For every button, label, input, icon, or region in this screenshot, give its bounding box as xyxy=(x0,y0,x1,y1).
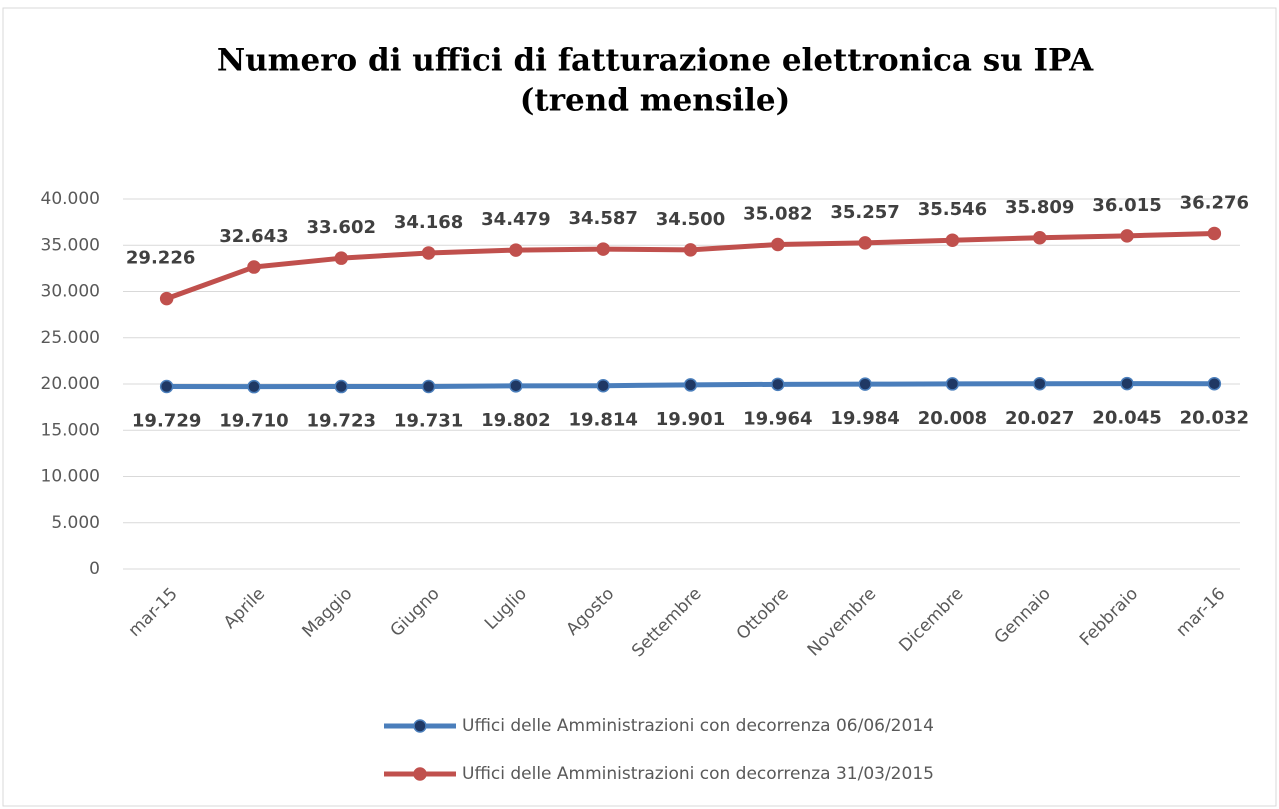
chart-title: Numero di uffici di fatturazione elettro… xyxy=(217,43,1094,79)
data-label: 34.168 xyxy=(394,212,463,233)
data-label: 20.045 xyxy=(1092,408,1161,429)
data-label: 19.729 xyxy=(132,411,201,432)
y-tick-label: 35.000 xyxy=(41,235,100,255)
y-tick-label: 15.000 xyxy=(41,420,100,440)
data-label: 34.587 xyxy=(568,208,637,229)
data-point xyxy=(247,260,261,274)
data-label: 36.015 xyxy=(1092,195,1161,216)
data-label: 35.809 xyxy=(1005,197,1074,218)
data-label: 34.500 xyxy=(656,209,725,230)
data-point xyxy=(509,379,523,393)
chart-border xyxy=(2,7,1277,807)
data-point xyxy=(159,291,174,306)
data-point xyxy=(1032,377,1047,391)
y-tick-label: 20.000 xyxy=(41,374,100,394)
data-label: 35.257 xyxy=(830,202,899,223)
data-label: 33.602 xyxy=(307,217,376,238)
data-label: 19.710 xyxy=(219,411,288,432)
data-label: 19.814 xyxy=(568,410,637,431)
data-point xyxy=(858,236,872,250)
data-label: 36.276 xyxy=(1180,192,1249,213)
data-label: 20.032 xyxy=(1180,408,1249,429)
data-point xyxy=(596,242,610,256)
legend-marker xyxy=(413,767,427,781)
y-tick-label: 25.000 xyxy=(41,328,100,348)
legend-label: Uffici delle Amministrazioni con decorre… xyxy=(462,716,934,736)
legend-label: Uffici delle Amministrazioni con decorre… xyxy=(462,764,934,784)
data-label: 20.027 xyxy=(1005,408,1074,429)
data-point xyxy=(1207,226,1222,241)
data-label: 35.082 xyxy=(743,203,812,224)
data-point xyxy=(421,246,436,260)
data-point xyxy=(683,378,698,392)
data-label: 20.008 xyxy=(918,408,987,429)
y-tick-label: 0 xyxy=(89,559,100,579)
y-tick-label: 5.000 xyxy=(51,513,100,533)
data-point xyxy=(1120,376,1134,391)
data-point xyxy=(159,379,174,394)
y-tick-label: 30.000 xyxy=(41,282,100,302)
chart-subtitle: (trend mensile) xyxy=(520,83,791,119)
data-point xyxy=(334,251,349,265)
data-label: 29.226 xyxy=(126,248,195,269)
legend-marker xyxy=(413,719,427,733)
data-point xyxy=(683,243,698,257)
data-point xyxy=(334,379,349,394)
data-label: 19.901 xyxy=(656,409,725,430)
data-point xyxy=(1032,231,1047,245)
data-label: 19.984 xyxy=(830,408,899,429)
data-point xyxy=(596,378,610,393)
data-point xyxy=(858,377,872,391)
data-label: 34.479 xyxy=(481,209,550,230)
data-point xyxy=(945,233,960,247)
data-label: 19.731 xyxy=(394,410,463,431)
data-point xyxy=(421,379,436,394)
data-point xyxy=(247,379,261,394)
data-point xyxy=(1207,376,1222,391)
data-label: 19.964 xyxy=(743,408,812,429)
data-label: 32.643 xyxy=(219,226,288,247)
y-tick-label: 10.000 xyxy=(41,467,100,487)
data-point xyxy=(509,243,523,257)
data-point xyxy=(945,377,960,391)
data-label: 19.802 xyxy=(481,410,550,431)
y-tick-label: 40.000 xyxy=(41,189,100,209)
data-point xyxy=(771,377,785,392)
data-label: 19.723 xyxy=(307,411,376,432)
data-label: 35.546 xyxy=(918,199,987,220)
data-point xyxy=(1120,229,1134,243)
data-point xyxy=(771,237,785,252)
